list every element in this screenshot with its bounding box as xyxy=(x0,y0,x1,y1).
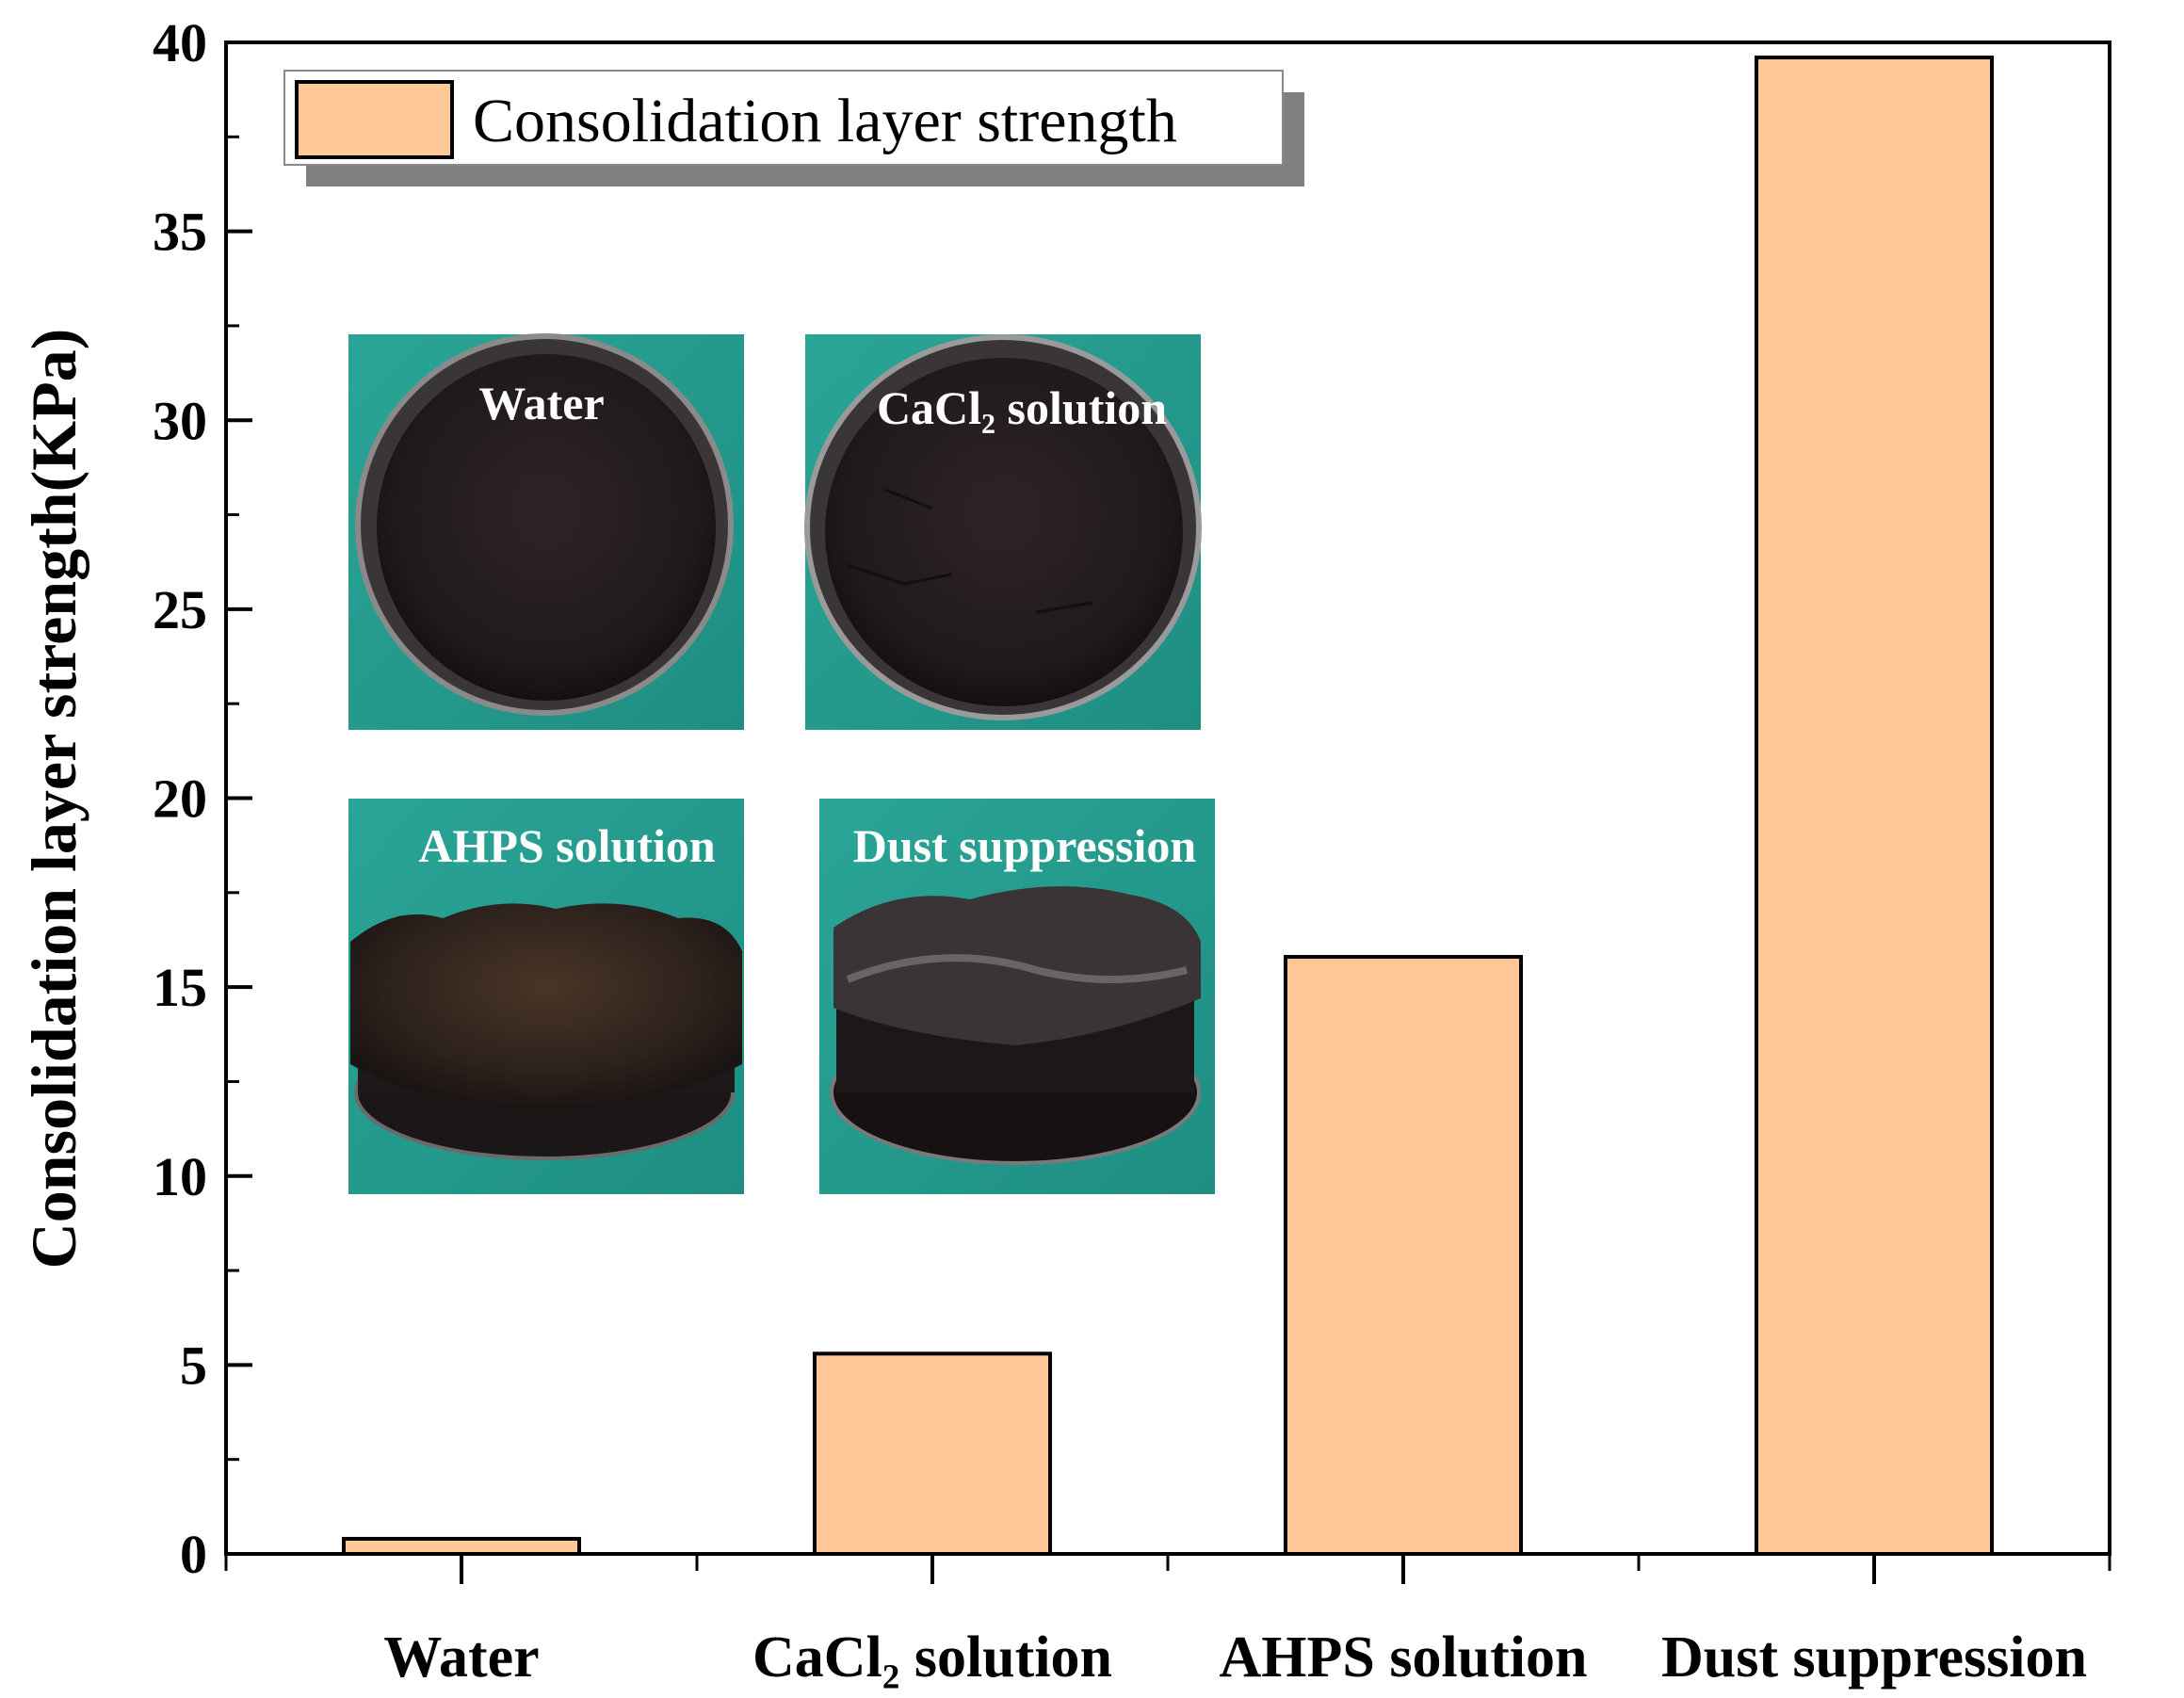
y-tick-label: 15 xyxy=(153,957,207,1018)
bar xyxy=(813,1351,1052,1557)
photo-label-ahps: AHPS solution xyxy=(418,819,716,872)
inset-photos: Water CaCl₂ solution AHPS solution Dust … xyxy=(348,333,1215,1194)
photo-label-cacl2: CaCl₂ solution xyxy=(877,381,1167,434)
y-tick-label: 5 xyxy=(180,1334,207,1396)
photo-water: Water xyxy=(348,333,744,730)
x-tick-label: Water xyxy=(383,1625,539,1690)
bar xyxy=(1284,955,1523,1556)
legend: Consolidation layer strength xyxy=(283,70,1304,186)
bar xyxy=(1755,56,1994,1556)
y-tick-label: 40 xyxy=(153,12,207,73)
photo-label-water: Water xyxy=(478,377,604,429)
bars xyxy=(342,56,1994,1557)
x-tick-label: Dust suppression xyxy=(1661,1625,2087,1690)
x-axis: Water CaCl₂ solution AHPS solution Dust sup… xyxy=(224,1554,2111,1690)
x-tick-label: AHPS solution xyxy=(1219,1625,1587,1690)
y-tick-label: 0 xyxy=(180,1524,207,1585)
x-tick-label: CaCl₂ solution xyxy=(752,1625,1112,1690)
photo-ahps: AHPS solution xyxy=(348,799,744,1194)
photo-dust: Dust suppression xyxy=(819,799,1215,1194)
photo-cacl2: CaCl₂ solution xyxy=(804,334,1202,730)
y-axis: 0 5 10 15 20 25 30 35 40 xyxy=(153,12,252,1585)
bar xyxy=(342,1536,581,1556)
legend-entry-label: Consolidation layer strength xyxy=(473,87,1177,155)
y-tick-label: 10 xyxy=(153,1146,207,1207)
photo-label-dust: Dust suppression xyxy=(853,819,1197,872)
y-tick-label: 20 xyxy=(153,768,207,830)
y-axis-title: Consolidation layer strength(KPa) xyxy=(18,329,89,1269)
y-tick-label: 35 xyxy=(153,202,207,263)
y-tick-label: 25 xyxy=(153,579,207,640)
legend-swatch xyxy=(295,80,454,159)
y-tick-label: 30 xyxy=(153,390,207,451)
